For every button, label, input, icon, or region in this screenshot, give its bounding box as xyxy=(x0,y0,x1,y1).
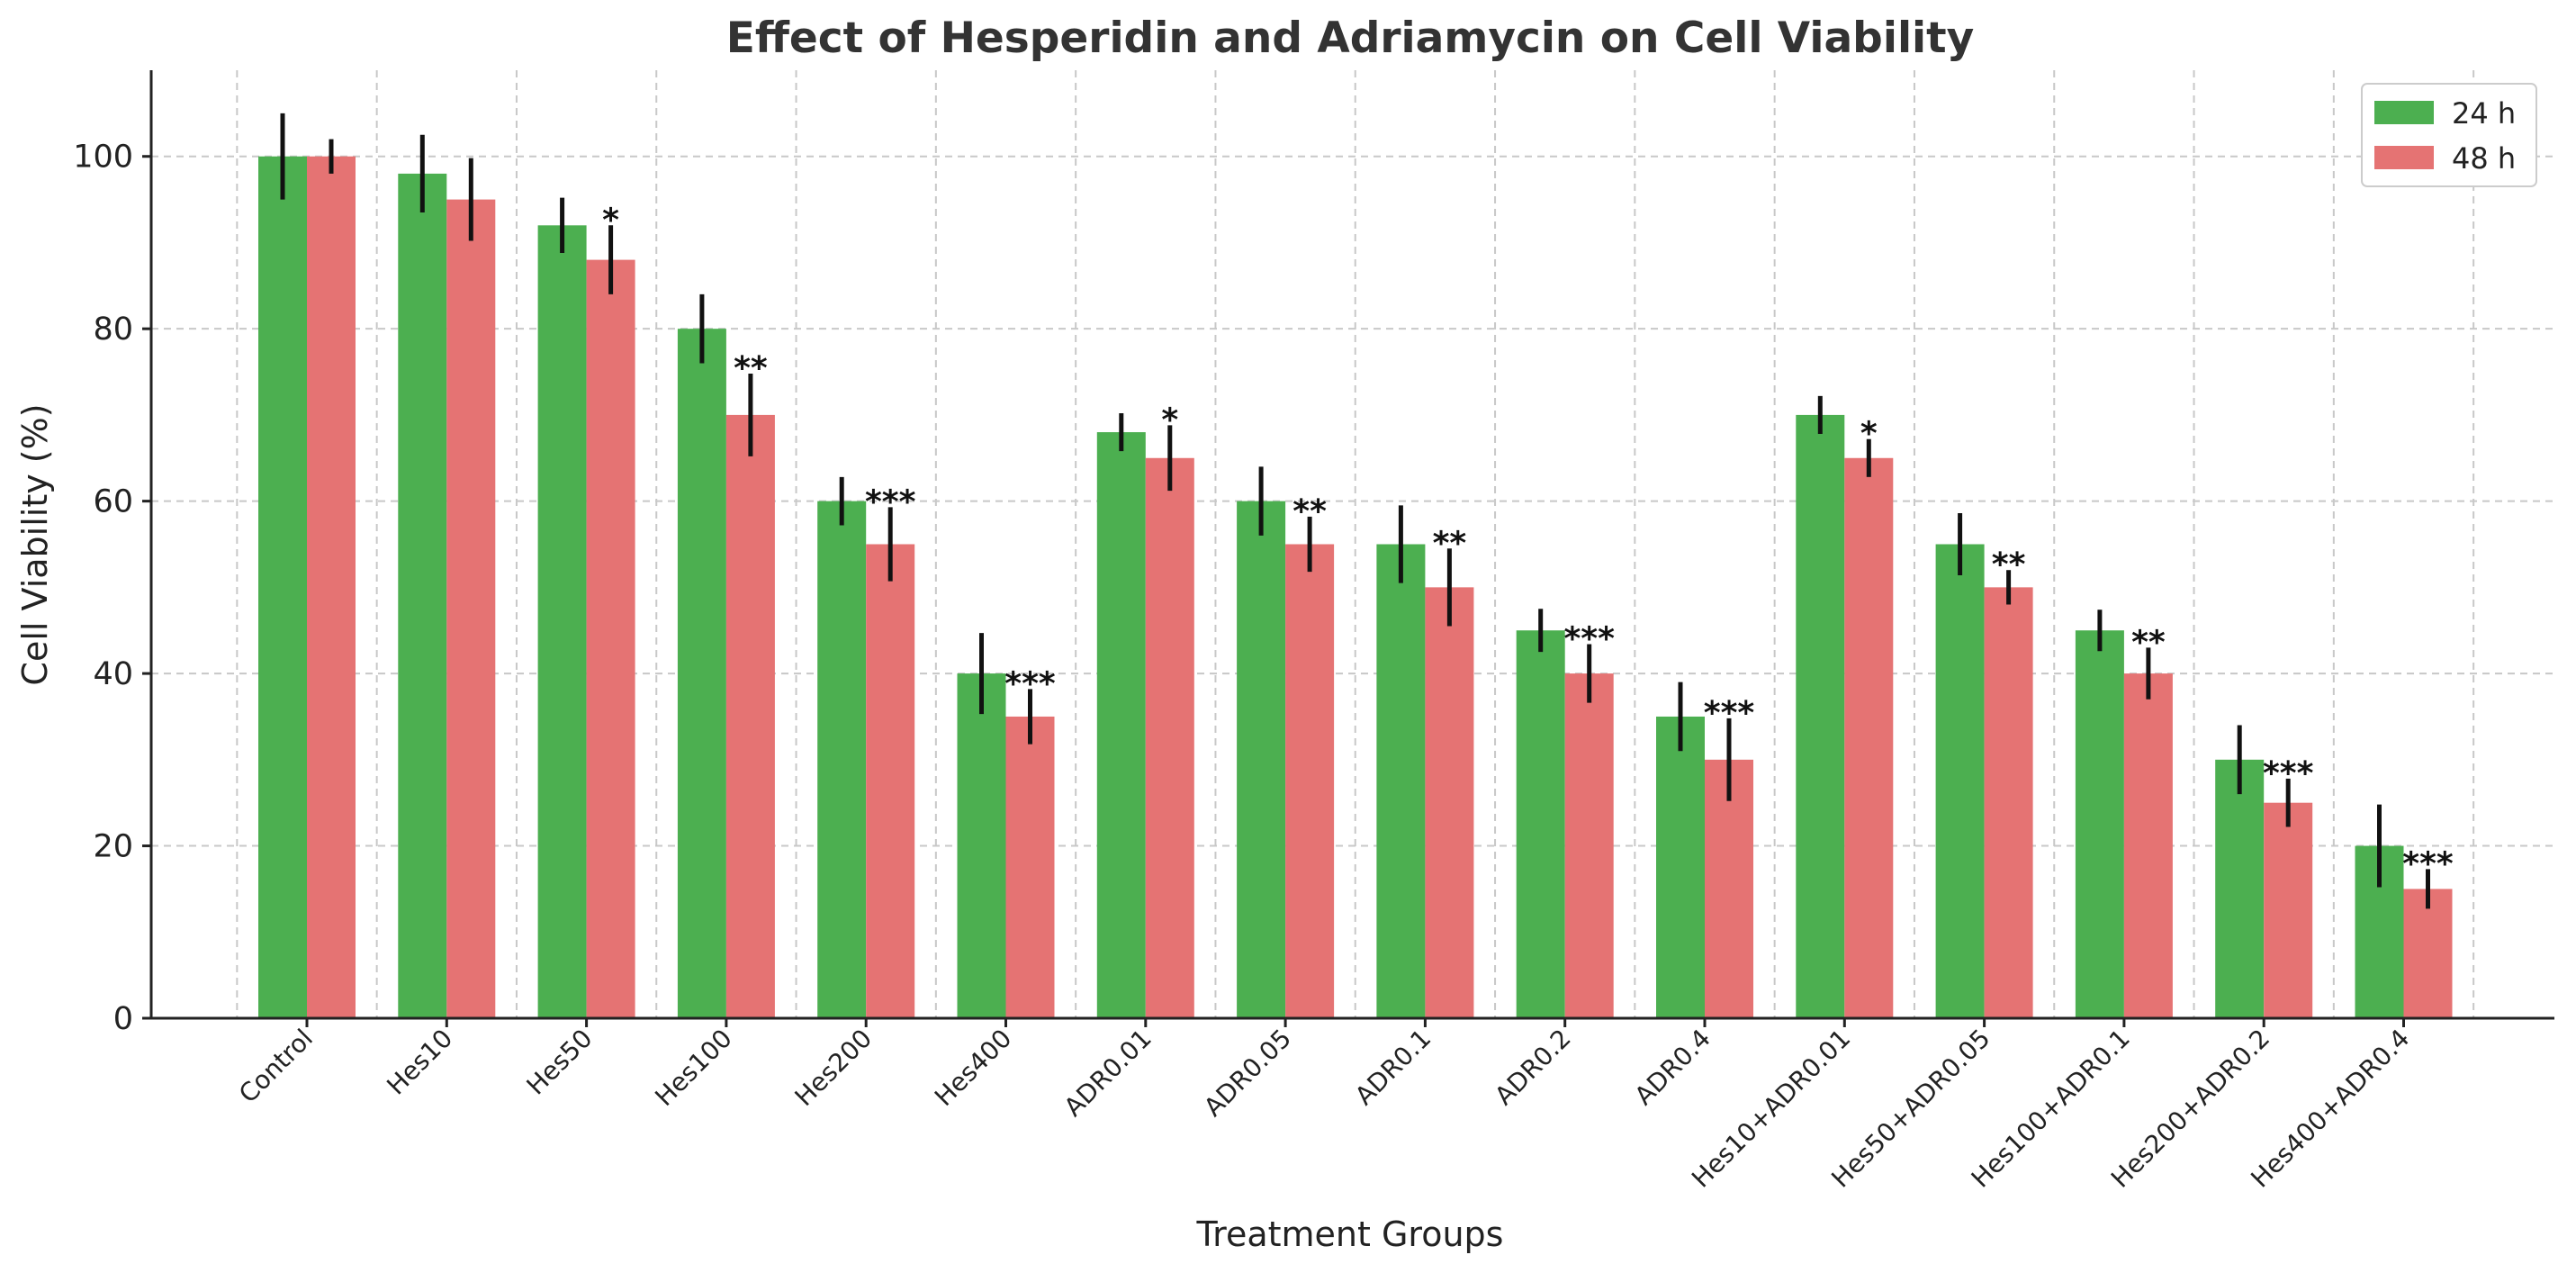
bar-48-h-hes10 xyxy=(446,199,496,1018)
bar-24-h-hes200 xyxy=(817,501,867,1018)
bar-48-h-hes100-adr0-1 xyxy=(2123,673,2173,1018)
bar-24-h-hes10-adr0-01 xyxy=(1796,414,1845,1019)
bar-48-h-hes10-adr0-01 xyxy=(1844,457,1894,1019)
x-tick-label-hes10: Hes10 xyxy=(381,1024,458,1101)
bar-48-h-hes400-adr0-4 xyxy=(2403,889,2453,1018)
x-tick-label-adr0-1: ADR0.1 xyxy=(1349,1024,1437,1111)
significance-hes200: *** xyxy=(865,483,916,520)
bar-24-h-hes50 xyxy=(537,225,587,1019)
y-tick-label-60: 60 xyxy=(93,484,133,520)
bar-24-h-adr0-2 xyxy=(1516,630,1565,1018)
significance-adr0-01: * xyxy=(1161,402,1178,438)
significance-adr0-2: *** xyxy=(1563,621,1615,658)
legend-swatch-48h xyxy=(2374,146,2434,169)
bar-24-h-adr0-05 xyxy=(1237,501,1286,1018)
bar-48-h-adr0-01 xyxy=(1145,457,1194,1019)
bar-48-h-hes100 xyxy=(725,414,775,1019)
y-axis-label: Cell Viability (%) xyxy=(15,403,55,685)
significance-hes100: ** xyxy=(734,350,768,387)
bar-24-h-hes100 xyxy=(677,329,726,1018)
bar-48-h-adr0-1 xyxy=(1425,587,1474,1018)
y-tick-label-0: 0 xyxy=(113,1001,133,1037)
bar-48-h-adr0-05 xyxy=(1285,544,1335,1018)
significance-hes50-adr0-05: ** xyxy=(1992,546,2026,583)
significance-hes400-adr0-4: *** xyxy=(2402,845,2454,882)
legend-label-48h: 48 h xyxy=(2452,141,2516,176)
significance-adr0-4: *** xyxy=(1704,695,1755,732)
axes-layer xyxy=(149,70,2554,1020)
significance-adr0-1: ** xyxy=(1433,525,1467,562)
error-bars-layer xyxy=(280,113,2430,909)
bar-24-h-adr0-01 xyxy=(1096,432,1146,1018)
legend-label-24h: 24 h xyxy=(2452,96,2516,131)
x-ticks-layer: Control Hes10 Hes50 Hes100 Hes200 Hes400 ADR0.… xyxy=(233,1018,2415,1194)
bar-48-h-hes400 xyxy=(1005,716,1055,1018)
y-tick-label-40: 40 xyxy=(93,656,133,692)
x-tick-label-control: Control xyxy=(233,1024,319,1109)
bar-48-h-hes50-adr0-05 xyxy=(1984,587,2033,1018)
bar-48-h-adr0-4 xyxy=(1705,759,1753,1018)
x-tick-label-adr0-01: ADR0.01 xyxy=(1058,1024,1157,1123)
bar-48-h-hes200-adr0-2 xyxy=(2264,802,2313,1018)
chart-title: Effect of Hesperidin and Adriamycin on C… xyxy=(726,14,1975,63)
bars-layer xyxy=(258,156,2453,1019)
bar-48-h-adr0-2 xyxy=(1564,673,1614,1018)
x-tick-label-adr0-2: ADR0.2 xyxy=(1489,1024,1576,1111)
bar-24-h-control xyxy=(258,156,307,1018)
bar-24-h-hes50-adr0-05 xyxy=(1935,544,1985,1018)
significance-layer: ******************************* xyxy=(602,202,2454,882)
x-tick-label-adr0-4: ADR0.4 xyxy=(1629,1024,1716,1111)
x-tick-label-adr0-05: ADR0.05 xyxy=(1198,1024,1297,1123)
y-tick-label-100: 100 xyxy=(73,140,133,176)
bar-24-h-hes100-adr0-1 xyxy=(2075,630,2124,1018)
bar-48-h-control xyxy=(307,156,356,1018)
bar-48-h-hes200 xyxy=(866,544,915,1018)
legend-swatch-24h xyxy=(2374,101,2434,124)
significance-hes10-adr0-01: * xyxy=(1860,416,1878,453)
bar-24-h-adr0-4 xyxy=(1656,716,1705,1018)
grid-layer xyxy=(151,70,2554,1018)
x-tick-label-hes200: Hes200 xyxy=(789,1024,878,1113)
bar-48-h-hes50 xyxy=(586,259,635,1019)
significance-hes50: * xyxy=(602,202,619,239)
significance-hes200-adr0-2: *** xyxy=(2263,755,2314,792)
significance-adr0-05: ** xyxy=(1293,493,1327,530)
bar-24-h-hes200-adr0-2 xyxy=(2215,759,2265,1018)
x-axis-label: Treatment Groups xyxy=(1196,1214,1504,1254)
x-tick-label-hes50: Hes50 xyxy=(521,1024,599,1101)
bar-24-h-adr0-1 xyxy=(1376,544,1426,1018)
y-ticks-layer: 0 20 40 60 80 100 xyxy=(73,140,151,1037)
significance-hes400: *** xyxy=(1004,665,1056,702)
y-tick-label-20: 20 xyxy=(93,829,133,865)
legend: 24 h 48 h xyxy=(2361,83,2537,187)
bar-24-h-hes400 xyxy=(957,673,1006,1018)
x-tick-label-hes400: Hes400 xyxy=(929,1024,1018,1113)
x-tick-label-hes100: Hes100 xyxy=(649,1024,738,1113)
y-tick-label-80: 80 xyxy=(93,311,133,348)
significance-hes100-adr0-1: ** xyxy=(2131,624,2166,661)
bar-24-h-hes10 xyxy=(398,173,447,1018)
